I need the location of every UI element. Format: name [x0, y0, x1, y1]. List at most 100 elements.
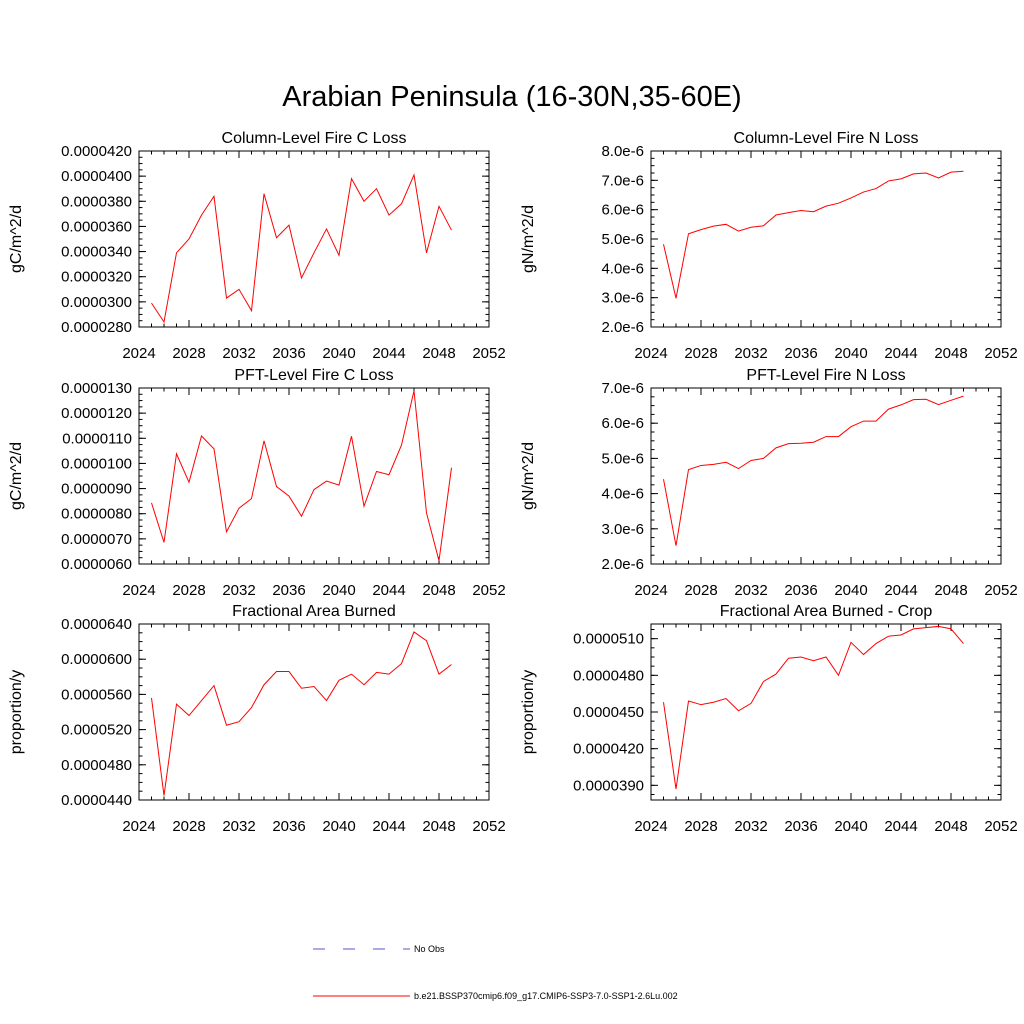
plot-frame	[138, 387, 490, 565]
y-tick-label: 6.0e-6	[601, 415, 644, 432]
x-tick-label: 2028	[684, 582, 717, 599]
legend: No Obs b.e21.BSSP370cmip6.f09_g17.CMIP6-…	[313, 944, 678, 1001]
y-tick-label: 0.0000320	[61, 269, 132, 286]
y-tick-label: 7.0e-6	[601, 172, 644, 189]
panel-title: PFT-Level Fire N Loss	[746, 367, 905, 384]
y-tick-label: 0.0000090	[61, 481, 132, 498]
panel-title: PFT-Level Fire C Loss	[234, 367, 393, 384]
y-tick-label: 0.0000400	[61, 168, 132, 185]
plot-frame	[650, 387, 1002, 565]
x-tick-label: 2036	[272, 345, 305, 362]
y-tick-label: 3.0e-6	[601, 521, 644, 538]
x-tick-label: 2048	[422, 582, 455, 599]
x-tick-label: 2052	[472, 582, 505, 599]
y-axis-label: gN/m^2/d	[520, 442, 537, 510]
legend-model-label: b.e21.BSSP370cmip6.f09_g17.CMIP6-SSP3-7.…	[414, 991, 678, 1001]
series-line	[663, 395, 964, 546]
x-tick-label: 2024	[634, 345, 667, 362]
x-tick-label: 2040	[322, 345, 355, 362]
figure-title: Arabian Peninsula (16-30N,35-60E)	[282, 81, 741, 113]
y-axis-label: gC/m^2/d	[8, 205, 25, 273]
y-tick-label: 0.0000280	[61, 319, 132, 336]
y-tick-label: 0.0000300	[61, 294, 132, 311]
x-tick-label: 2024	[122, 818, 155, 835]
y-tick-label: 0.0000520	[61, 722, 132, 739]
y-tick-label: 0.0000560	[61, 686, 132, 703]
x-tick-label: 2052	[984, 818, 1017, 835]
y-tick-label: 4.0e-6	[601, 260, 644, 277]
x-tick-label: 2052	[472, 345, 505, 362]
x-tick-label: 2052	[984, 345, 1017, 362]
y-tick-label: 0.0000060	[61, 556, 132, 573]
y-tick-label: 0.0000340	[61, 244, 132, 261]
x-tick-label: 2032	[222, 345, 255, 362]
y-axis-label: gN/m^2/d	[520, 205, 537, 273]
y-tick-label: 0.0000510	[573, 631, 644, 648]
y-tick-label: 0.0000070	[61, 531, 132, 548]
y-tick-label: 4.0e-6	[601, 486, 644, 503]
y-tick-label: 0.0000420	[573, 741, 644, 758]
x-tick-label: 2036	[784, 345, 817, 362]
panels: Column-Level Fire C Loss 2024 2028 2032 2036…	[8, 130, 1018, 835]
y-tick-label: 0.0000100	[61, 455, 132, 472]
y-tick-label: 0.0000120	[61, 405, 132, 422]
y-axis-label: gC/m^2/d	[8, 442, 25, 510]
panel-title: Column-Level Fire N Loss	[734, 130, 919, 147]
x-tick-label: 2024	[634, 582, 667, 599]
panel-title: Fractional Area Burned	[232, 603, 396, 620]
y-tick-label: 7.0e-6	[601, 380, 644, 397]
x-tick-label: 2024	[634, 818, 667, 835]
series-line	[151, 390, 452, 561]
x-tick-label: 2048	[422, 818, 455, 835]
x-tick-label: 2040	[834, 818, 867, 835]
x-tick-label: 2048	[934, 582, 967, 599]
x-tick-label: 2044	[372, 818, 405, 835]
chart-panel-2: Column-Level Fire N Loss 2024 2028 2032 2036…	[520, 130, 1018, 362]
x-tick-label: 2044	[884, 818, 917, 835]
y-axis-label: proportion/y	[520, 670, 537, 755]
x-tick-label: 2028	[172, 582, 205, 599]
y-tick-label: 5.0e-6	[601, 450, 644, 467]
y-tick-label: 0.0000640	[61, 616, 132, 633]
series-line	[151, 631, 452, 796]
x-tick-label: 2044	[372, 345, 405, 362]
panel-title: Fractional Area Burned - Crop	[720, 603, 933, 620]
y-tick-label: 0.0000360	[61, 218, 132, 235]
y-tick-label: 3.0e-6	[601, 290, 644, 307]
x-tick-label: 2036	[272, 818, 305, 835]
x-tick-label: 2024	[122, 582, 155, 599]
chart-panel-3: PFT-Level Fire C Loss 2024 2028 2032 2036 204…	[8, 367, 506, 599]
x-tick-label: 2028	[172, 345, 205, 362]
y-tick-label: 2.0e-6	[601, 556, 644, 573]
y-tick-label: 0.0000440	[61, 792, 132, 809]
x-tick-label: 2028	[684, 818, 717, 835]
series-line	[663, 170, 964, 299]
plot-frame	[650, 623, 1002, 801]
x-tick-label: 2044	[884, 345, 917, 362]
x-tick-label: 2036	[784, 582, 817, 599]
x-tick-label: 2036	[784, 818, 817, 835]
y-tick-label: 6.0e-6	[601, 202, 644, 219]
y-tick-label: 5.0e-6	[601, 231, 644, 248]
chart-panel-5: Fractional Area Burned 2024 2028 2032 2036 20…	[8, 603, 506, 835]
series-line	[151, 173, 452, 324]
x-tick-label: 2048	[422, 345, 455, 362]
y-tick-label: 0.0000600	[61, 651, 132, 668]
x-tick-label: 2044	[884, 582, 917, 599]
y-tick-label: 0.0000480	[573, 667, 644, 684]
x-tick-label: 2028	[684, 345, 717, 362]
x-tick-label: 2052	[984, 582, 1017, 599]
x-tick-label: 2028	[172, 818, 205, 835]
y-tick-label: 0.0000420	[61, 143, 132, 160]
y-tick-label: 0.0000380	[61, 193, 132, 210]
x-tick-label: 2032	[222, 818, 255, 835]
x-tick-label: 2036	[272, 582, 305, 599]
chart-panel-4: PFT-Level Fire N Loss 2024 2028 2032 2036 204…	[520, 367, 1018, 599]
y-axis-label: proportion/y	[8, 670, 25, 755]
plot-frame	[138, 150, 490, 328]
y-tick-label: 0.0000080	[61, 506, 132, 523]
x-tick-label: 2048	[934, 345, 967, 362]
x-tick-label: 2032	[734, 818, 767, 835]
x-tick-label: 2040	[322, 818, 355, 835]
